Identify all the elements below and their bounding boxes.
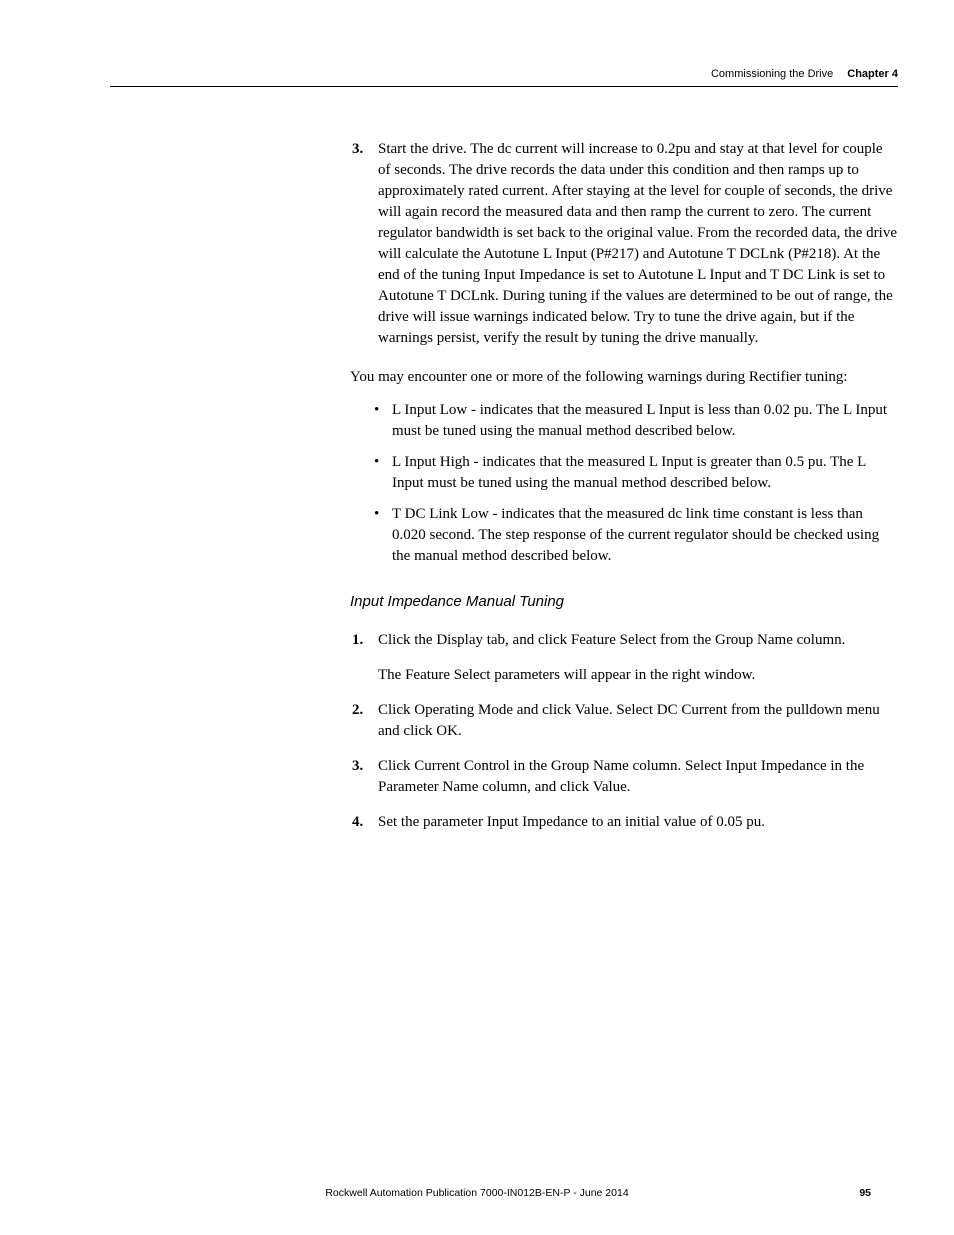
footer-page-number: 95 (831, 1187, 871, 1199)
step-text: Click the Display tab, and click Feature… (378, 630, 898, 651)
warnings-list: • L Input Low - indicates that the measu… (350, 400, 898, 567)
bullet-icon: • (374, 400, 392, 442)
page-container: Commissioning the Drive Chapter 4 3. Sta… (0, 0, 954, 887)
step-body: Click Current Control in the Group Name … (378, 756, 898, 798)
warnings-intro-paragraph: You may encounter one or more of the fol… (350, 367, 898, 388)
step-number: 4. (350, 812, 378, 833)
manual-step-3: 3. Click Current Control in the Group Na… (350, 756, 898, 798)
step-body: Click Operating Mode and click Value. Se… (378, 700, 898, 742)
step-number: 3. (350, 139, 378, 349)
bullet-icon: • (374, 452, 392, 494)
header-chapter-label: Chapter 4 (847, 68, 898, 80)
footer-publication: Rockwell Automation Publication 7000-IN0… (123, 1187, 831, 1199)
warning-item: • T DC Link Low - indicates that the mea… (374, 504, 898, 567)
ordered-step-3: 3. Start the drive. The dc current will … (350, 139, 898, 349)
footer-inner: Rockwell Automation Publication 7000-IN0… (83, 1187, 871, 1199)
warning-text: L Input High - indicates that the measur… (392, 452, 898, 494)
step-number: 2. (350, 700, 378, 742)
warning-item: • L Input Low - indicates that the measu… (374, 400, 898, 442)
main-content: 3. Start the drive. The dc current will … (350, 139, 898, 833)
step-body: Click the Display tab, and click Feature… (378, 630, 898, 686)
step-body: Start the drive. The dc current will inc… (378, 139, 898, 349)
step-body: Set the parameter Input Impedance to an … (378, 812, 898, 833)
header-section-title: Commissioning the Drive (711, 68, 833, 80)
warning-text: T DC Link Low - indicates that the measu… (392, 504, 898, 567)
manual-step-2: 2. Click Operating Mode and click Value.… (350, 700, 898, 742)
manual-step-4: 4. Set the parameter Input Impedance to … (350, 812, 898, 833)
subheading-manual-tuning: Input Impedance Manual Tuning (350, 591, 898, 612)
manual-step-1: 1. Click the Display tab, and click Feat… (350, 630, 898, 686)
warning-text: L Input Low - indicates that the measure… (392, 400, 898, 442)
step-sub-text: The Feature Select parameters will appea… (378, 665, 898, 686)
page-header: Commissioning the Drive Chapter 4 (110, 68, 898, 87)
bullet-icon: • (374, 504, 392, 567)
step-number: 1. (350, 630, 378, 686)
warning-item: • L Input High - indicates that the meas… (374, 452, 898, 494)
step-number: 3. (350, 756, 378, 798)
page-footer: Rockwell Automation Publication 7000-IN0… (0, 1187, 954, 1199)
